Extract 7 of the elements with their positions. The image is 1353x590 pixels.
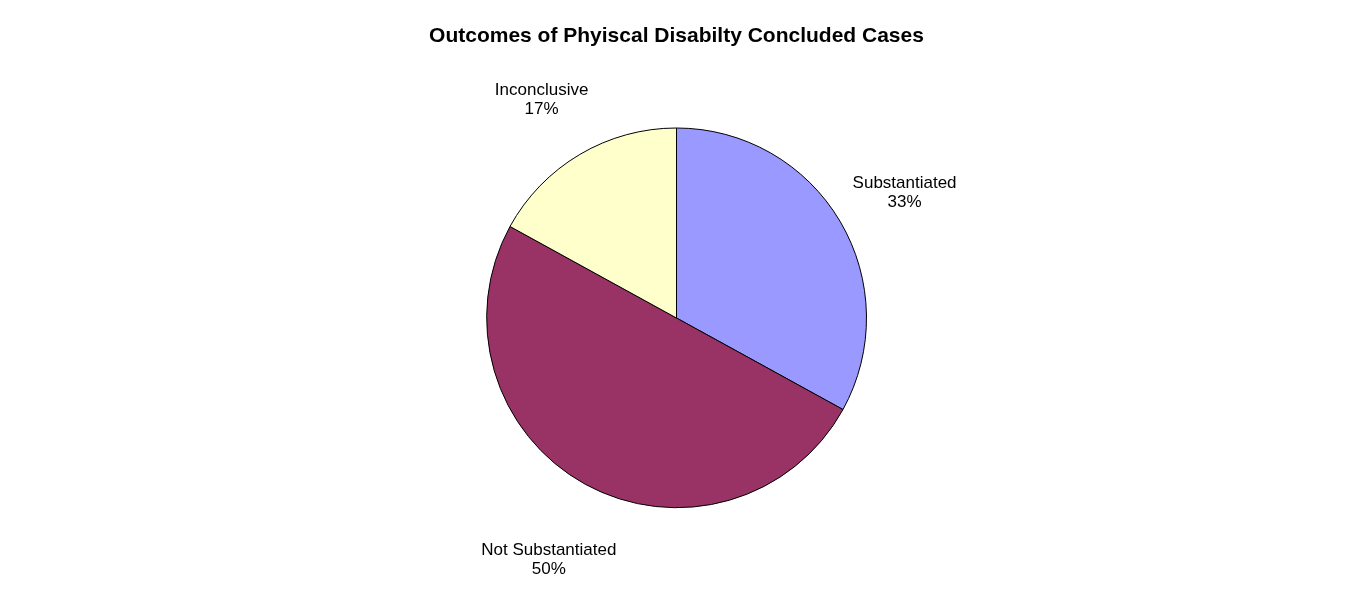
data-label: 33%	[887, 192, 922, 212]
slice-label: Inconclusive	[494, 79, 589, 99]
slice-label: Substantiated	[852, 173, 957, 193]
slice-label: Not Substantiated	[481, 540, 617, 560]
data-label: 50%	[531, 559, 566, 579]
chart-title: Outcomes of Phyiscal Disabilty Concluded Cases	[429, 23, 924, 46]
data-label: 17%	[524, 98, 559, 118]
